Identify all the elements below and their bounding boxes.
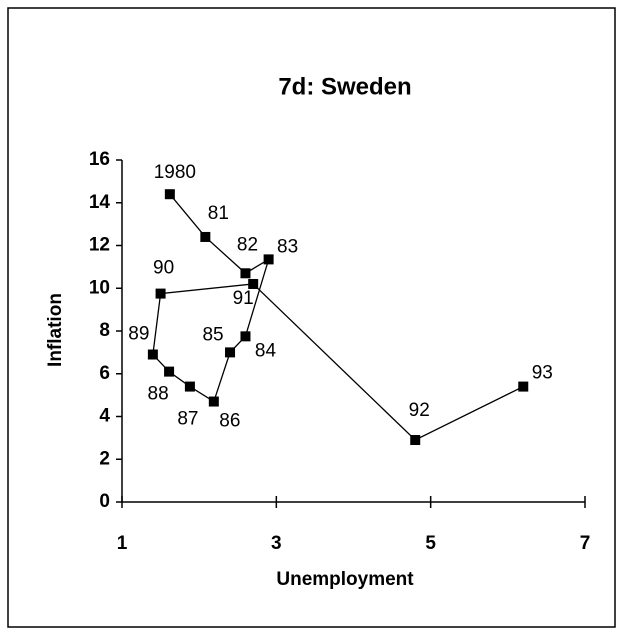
point bbox=[147, 349, 158, 360]
point bbox=[263, 254, 274, 265]
point-label: 85 bbox=[202, 324, 223, 345]
point bbox=[410, 435, 421, 446]
point bbox=[225, 347, 236, 358]
point-label: 91 bbox=[233, 288, 254, 309]
point-label: 88 bbox=[148, 384, 169, 405]
point-label: 87 bbox=[177, 409, 198, 430]
y-tick-label: 6 bbox=[99, 363, 110, 384]
y-tick-label: 16 bbox=[89, 149, 110, 170]
point bbox=[164, 189, 175, 200]
point-label: 83 bbox=[277, 236, 298, 257]
y-axis-label: Inflation bbox=[45, 293, 66, 367]
point-label: 1980 bbox=[154, 162, 196, 183]
point bbox=[200, 231, 211, 242]
x-tick-label: 3 bbox=[271, 533, 282, 554]
y-tick-label: 10 bbox=[89, 277, 110, 298]
point bbox=[240, 268, 251, 279]
point bbox=[164, 366, 175, 377]
point bbox=[184, 381, 195, 392]
chart-title: 7d: Sweden bbox=[278, 73, 411, 100]
y-tick-label: 0 bbox=[99, 491, 110, 512]
point bbox=[240, 331, 251, 342]
y-tick-label: 8 bbox=[99, 320, 110, 341]
point bbox=[208, 396, 219, 407]
point bbox=[248, 278, 259, 289]
point bbox=[155, 288, 166, 299]
y-tick-label: 4 bbox=[99, 406, 110, 427]
x-axis-label: Unemployment bbox=[276, 569, 414, 590]
point-label: 82 bbox=[237, 234, 258, 255]
point-label: 84 bbox=[255, 340, 277, 361]
point-label: 89 bbox=[128, 324, 149, 345]
point-label: 92 bbox=[409, 400, 430, 421]
x-tick-label: 1 bbox=[117, 533, 128, 554]
y-tick-label: 14 bbox=[89, 192, 111, 213]
x-tick-label: 7 bbox=[580, 533, 591, 554]
x-tick-label: 5 bbox=[425, 533, 436, 554]
point-label: 86 bbox=[219, 411, 240, 432]
point-label: 93 bbox=[532, 363, 553, 384]
y-tick-label: 2 bbox=[99, 448, 110, 469]
point bbox=[518, 381, 529, 392]
chart-frame bbox=[7, 7, 616, 628]
point-label: 81 bbox=[208, 203, 229, 224]
y-tick-label: 12 bbox=[89, 235, 110, 256]
point-label: 90 bbox=[153, 258, 174, 279]
